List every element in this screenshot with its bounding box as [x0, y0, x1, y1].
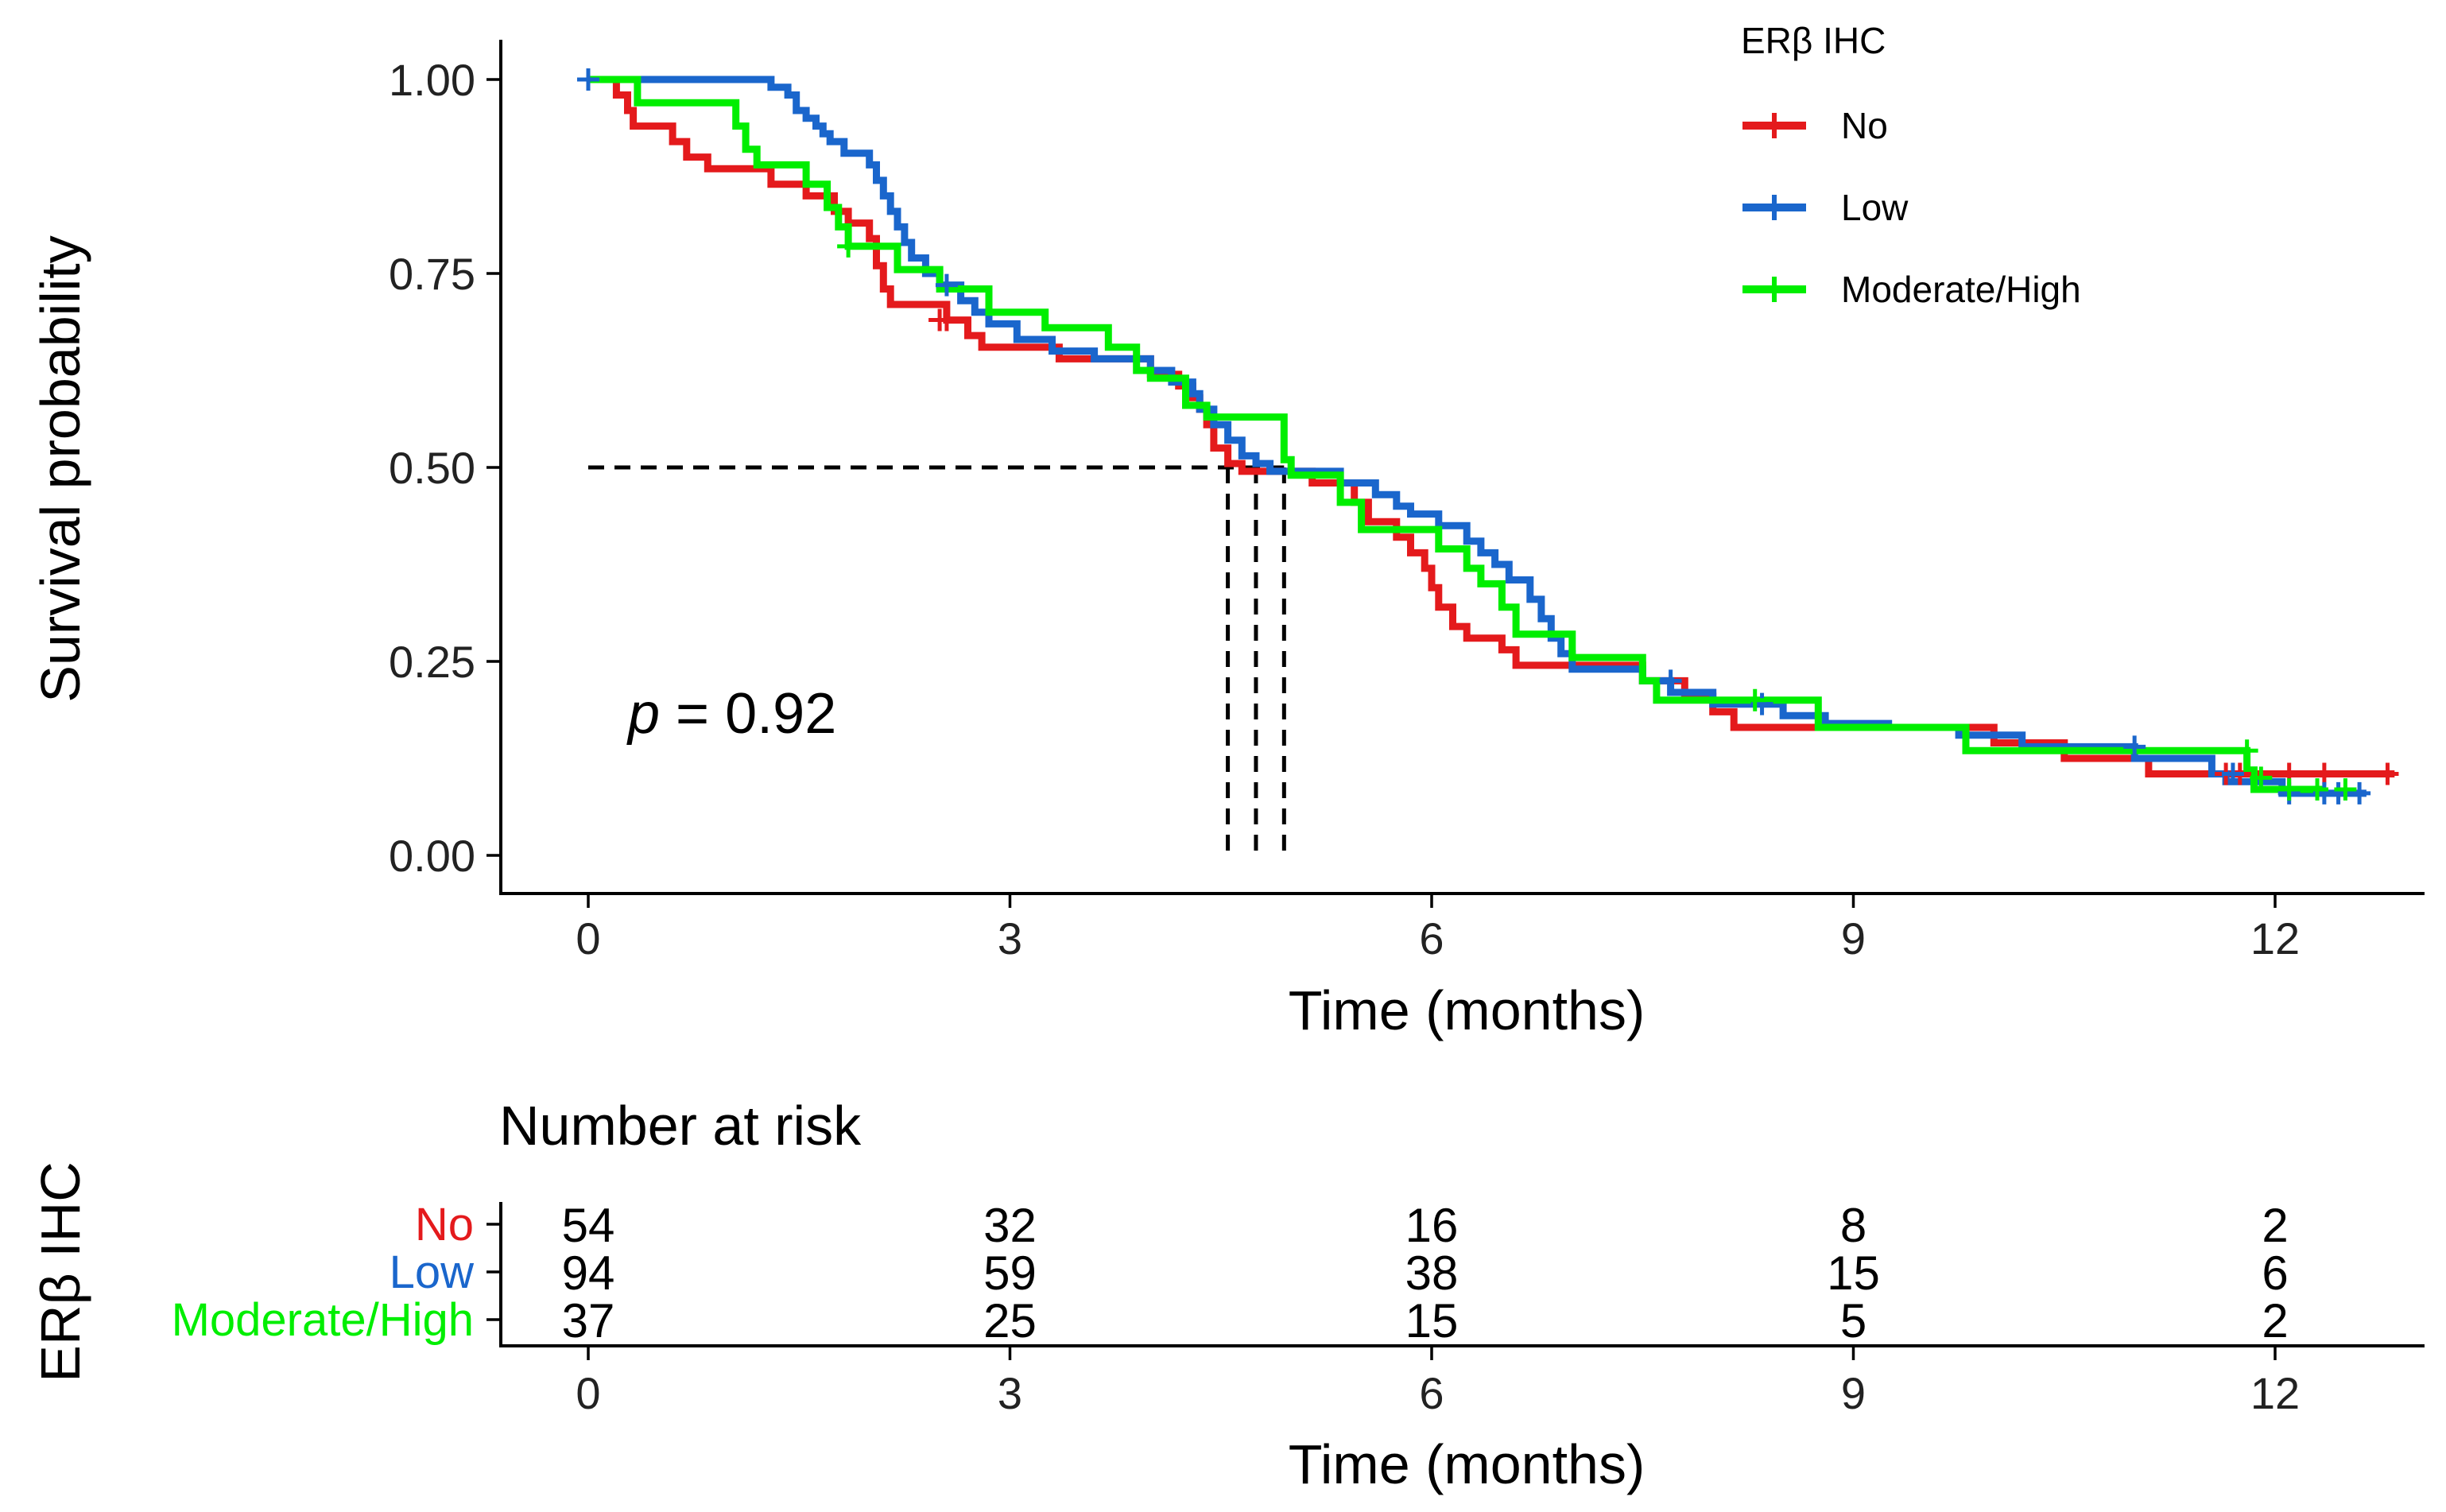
x-tick-label: 0 [576, 913, 600, 963]
survival-curve-moderate-high [588, 76, 2324, 793]
risk-count: 8 [1840, 1199, 1866, 1252]
survival-curve-no [588, 76, 2395, 777]
x-axis-title: Time (months) [1289, 979, 1646, 1041]
censor-mark [2312, 762, 2336, 785]
y-tick-label: 0.75 [389, 249, 475, 299]
censor-mark [2221, 762, 2244, 785]
legend-label: Moderate/High [1841, 269, 2081, 310]
risk-table-title: Number at risk [499, 1095, 862, 1157]
censor-mark [2277, 778, 2301, 801]
y-axis-title: Survival probability [29, 235, 91, 702]
censor-mark [837, 235, 860, 258]
risk-count: 59 [983, 1246, 1037, 1300]
median-survival-lines [588, 465, 1286, 855]
x-axis-ticks: 0 3 6 9 12 [576, 894, 2300, 963]
y-axis-ticks: 0.00 0.25 0.50 0.75 1.00 [389, 55, 501, 881]
p-value-annotation: p = 0.92 [626, 682, 836, 746]
p-value-symbol: p [626, 682, 660, 746]
x-tick-label: 9 [1841, 913, 1866, 963]
risk-count: 25 [983, 1294, 1037, 1347]
legend-items: No Low Moderate/High [1742, 105, 2081, 310]
risk-count: 2 [2262, 1294, 2288, 1347]
y-tick-label: 0.25 [389, 637, 475, 687]
risk-row-label: Low [390, 1246, 475, 1298]
censor-mark [2334, 778, 2357, 801]
y-tick-label: 0.50 [389, 443, 475, 493]
risk-table-y-title: ERβ IHC [29, 1161, 91, 1382]
censor-mark [935, 273, 958, 297]
survival-curve-low [588, 76, 2367, 797]
p-value-text: = 0.92 [660, 682, 836, 746]
risk-table-x-axis-title: Time (months) [1289, 1433, 1646, 1495]
risk-row-label: No [415, 1199, 474, 1250]
legend-label: No [1841, 105, 1888, 146]
censor-mark [577, 68, 599, 91]
x-tick-label: 12 [2250, 913, 2300, 963]
censor-mark [2348, 781, 2371, 804]
risk-count: 94 [562, 1246, 615, 1300]
x-tick-label: 6 [1419, 913, 1444, 963]
risk-x-tick-label: 9 [1841, 1368, 1866, 1418]
risk-count: 15 [1827, 1246, 1880, 1300]
y-tick-label: 0.00 [389, 831, 475, 881]
risk-count: 32 [983, 1199, 1037, 1252]
censor-mark [2306, 778, 2329, 801]
censor-mark [1743, 688, 1766, 711]
risk-count: 37 [562, 1294, 615, 1347]
survival-plot: Survival probability Time (months) 0.000… [29, 20, 2425, 1041]
risk-count: 16 [1405, 1199, 1459, 1252]
risk-count: 38 [1405, 1246, 1459, 1300]
risk-x-tick-label: 6 [1419, 1368, 1444, 1418]
legend: ERβ IHC No Low Moderate/High [1741, 20, 2081, 310]
survival-curves [588, 76, 2395, 797]
risk-x-tick-label: 12 [2250, 1368, 2300, 1418]
censor-marks [577, 68, 2399, 804]
censor-mark [935, 308, 958, 331]
censor-mark [2235, 739, 2258, 762]
risk-row-label: Moderate/High [172, 1294, 474, 1346]
censor-mark [1659, 669, 1682, 692]
risk-count: 2 [2262, 1199, 2288, 1252]
legend-label: Low [1841, 187, 1909, 228]
y-tick-label: 1.00 [389, 55, 475, 105]
censor-mark [2376, 762, 2399, 785]
risk-x-tick-label: 3 [998, 1368, 1022, 1418]
censor-mark [2123, 735, 2146, 758]
risk-count: 54 [562, 1199, 615, 1252]
risk-count: 6 [2262, 1246, 2288, 1300]
x-tick-label: 3 [998, 913, 1022, 963]
risk-count: 5 [1840, 1294, 1866, 1347]
risk-table-x-ticks: 0 3 6 9 12 [576, 1346, 2300, 1418]
risk-count: 15 [1405, 1294, 1459, 1347]
legend-title: ERβ IHC [1741, 20, 1886, 61]
censor-mark [2250, 766, 2273, 789]
risk-x-tick-label: 0 [576, 1368, 600, 1418]
